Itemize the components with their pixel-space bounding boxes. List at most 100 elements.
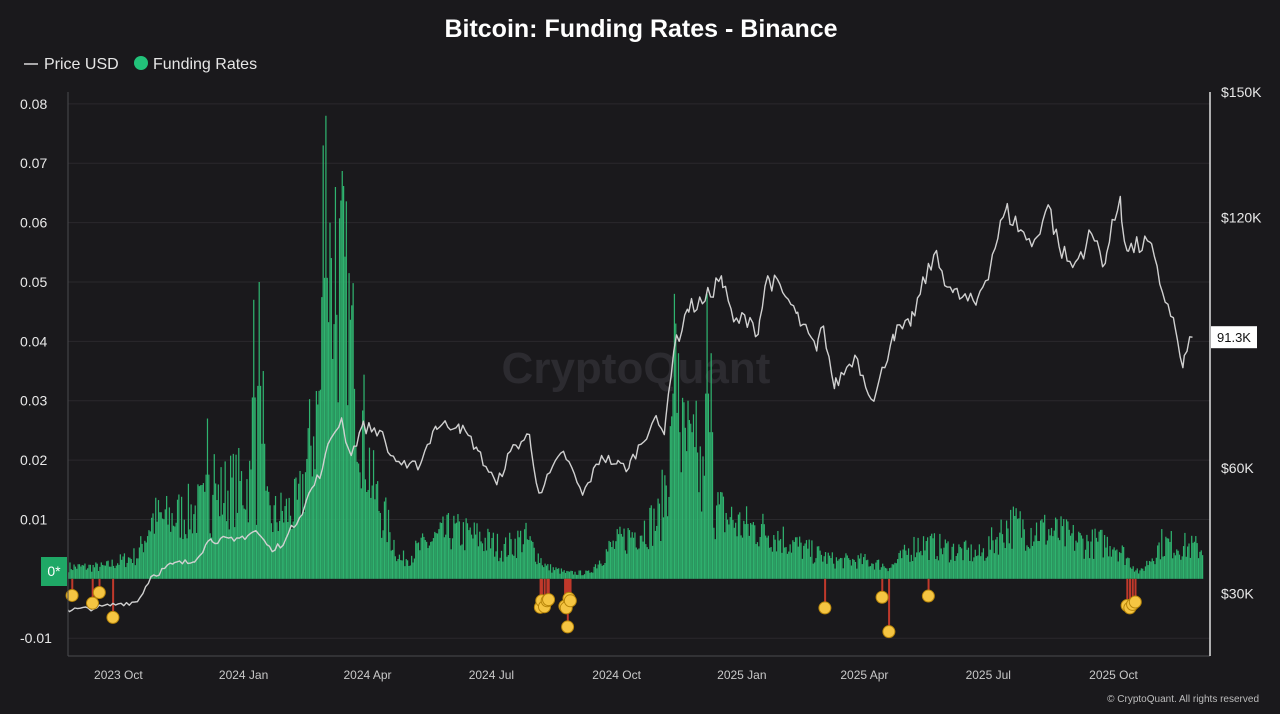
funding-bar	[758, 546, 760, 579]
funding-bar	[796, 537, 798, 579]
funding-bar	[1106, 536, 1108, 579]
funding-bar	[1042, 522, 1044, 579]
funding-bar	[1199, 551, 1201, 579]
funding-bar	[519, 530, 522, 579]
funding-bar	[1004, 548, 1006, 579]
funding-bar	[176, 499, 179, 579]
funding-bar	[93, 567, 96, 579]
right-tick-label: $150K	[1221, 84, 1262, 100]
funding-bar	[1108, 556, 1110, 579]
negative-funding-marker[interactable]	[92, 585, 106, 599]
negative-funding-marker[interactable]	[561, 620, 575, 634]
funding-bar	[694, 447, 696, 579]
negative-funding-marker[interactable]	[921, 589, 935, 603]
funding-bar	[1001, 534, 1004, 579]
last-price-label: 91.3K	[1217, 330, 1251, 345]
funding-bar	[1052, 536, 1054, 579]
funding-bar	[436, 533, 439, 579]
x-axis-ticks: 2023 Oct 2024 Jan 2024 Apr 2024 Jul 2024 Oct…	[94, 668, 1139, 682]
funding-bar	[107, 560, 109, 579]
left-tick-label: 0.01	[20, 511, 47, 527]
funding-bar	[913, 536, 915, 579]
funding-bar	[612, 540, 614, 579]
funding-bar	[650, 505, 652, 579]
funding-bar	[1007, 528, 1009, 579]
funding-bar	[803, 545, 805, 579]
negative-funding-marker[interactable]	[818, 601, 832, 615]
funding-bar	[567, 571, 569, 579]
funding-bar	[439, 522, 441, 579]
funding-bar	[194, 505, 196, 579]
left-tick-label: 0.04	[20, 333, 47, 349]
funding-bar	[1018, 518, 1020, 579]
funding-bar	[513, 555, 515, 579]
funding-bar	[1014, 515, 1016, 579]
funding-bar	[869, 566, 872, 579]
funding-bar	[845, 553, 847, 579]
funding-bar	[683, 402, 685, 579]
negative-funding-marker[interactable]	[1128, 595, 1142, 609]
funding-bar	[441, 522, 443, 579]
funding-bar	[141, 543, 143, 579]
negative-funding-marker[interactable]	[106, 610, 120, 624]
funding-bar	[790, 552, 793, 579]
last-price-badge: 91.3K	[1211, 326, 1257, 349]
funding-bar	[756, 542, 759, 579]
funding-bar	[117, 563, 119, 579]
funding-bar	[96, 563, 98, 579]
funding-bar	[639, 535, 641, 579]
funding-bar	[759, 537, 761, 579]
funding-bar	[460, 545, 462, 579]
funding-bar	[289, 515, 292, 579]
funding-bar	[1068, 529, 1070, 579]
funding-bar	[180, 496, 183, 579]
funding-bar	[680, 472, 682, 579]
funding-bar	[138, 547, 141, 579]
funding-bar	[92, 564, 94, 579]
funding-bar	[573, 574, 575, 579]
funding-bar	[603, 565, 605, 579]
funding-bar	[961, 548, 963, 579]
funding-bar	[937, 560, 940, 579]
funding-bar	[423, 536, 425, 579]
watermark: CryptoQuant	[502, 344, 771, 393]
funding-bar	[526, 539, 528, 579]
negative-funding-marker[interactable]	[65, 588, 79, 602]
funding-bar	[507, 555, 509, 579]
funding-bar	[1181, 556, 1183, 579]
funding-bar	[185, 534, 187, 579]
negative-funding-marker[interactable]	[882, 625, 896, 639]
funding-bar	[918, 552, 921, 579]
x-tick-label: 2025 Jul	[966, 668, 1011, 682]
funding-bar	[583, 574, 586, 579]
funding-bar	[183, 519, 185, 579]
funding-bar	[690, 423, 692, 579]
funding-bar	[1172, 558, 1174, 579]
negative-funding-marker[interactable]	[875, 590, 889, 604]
funding-bar	[1161, 529, 1163, 579]
funding-bar	[479, 531, 481, 579]
funding-bar	[68, 572, 70, 579]
funding-bar	[809, 556, 812, 579]
funding-bar	[415, 540, 417, 579]
funding-bar	[559, 573, 561, 579]
funding-bar	[296, 499, 298, 579]
funding-bar	[442, 516, 444, 579]
funding-bar	[653, 508, 655, 579]
funding-bar	[1049, 535, 1051, 579]
legend-price-label[interactable]: Price USD	[44, 56, 119, 73]
funding-bar	[231, 477, 233, 579]
funding-bar	[1133, 571, 1136, 579]
funding-bar	[657, 498, 659, 579]
negative-funding-marker[interactable]	[542, 593, 556, 607]
funding-bar	[834, 568, 836, 579]
legend[interactable]: Price USD Funding Rates	[24, 56, 257, 73]
negative-funding-marker[interactable]	[86, 596, 99, 610]
negative-funding-marker[interactable]	[563, 594, 577, 608]
legend-funding-label[interactable]: Funding Rates	[153, 56, 257, 73]
funding-bar	[1135, 570, 1137, 579]
funding-bar	[1040, 520, 1042, 579]
funding-bar	[95, 562, 97, 579]
funding-bar	[775, 551, 778, 579]
funding-bar	[797, 546, 799, 579]
